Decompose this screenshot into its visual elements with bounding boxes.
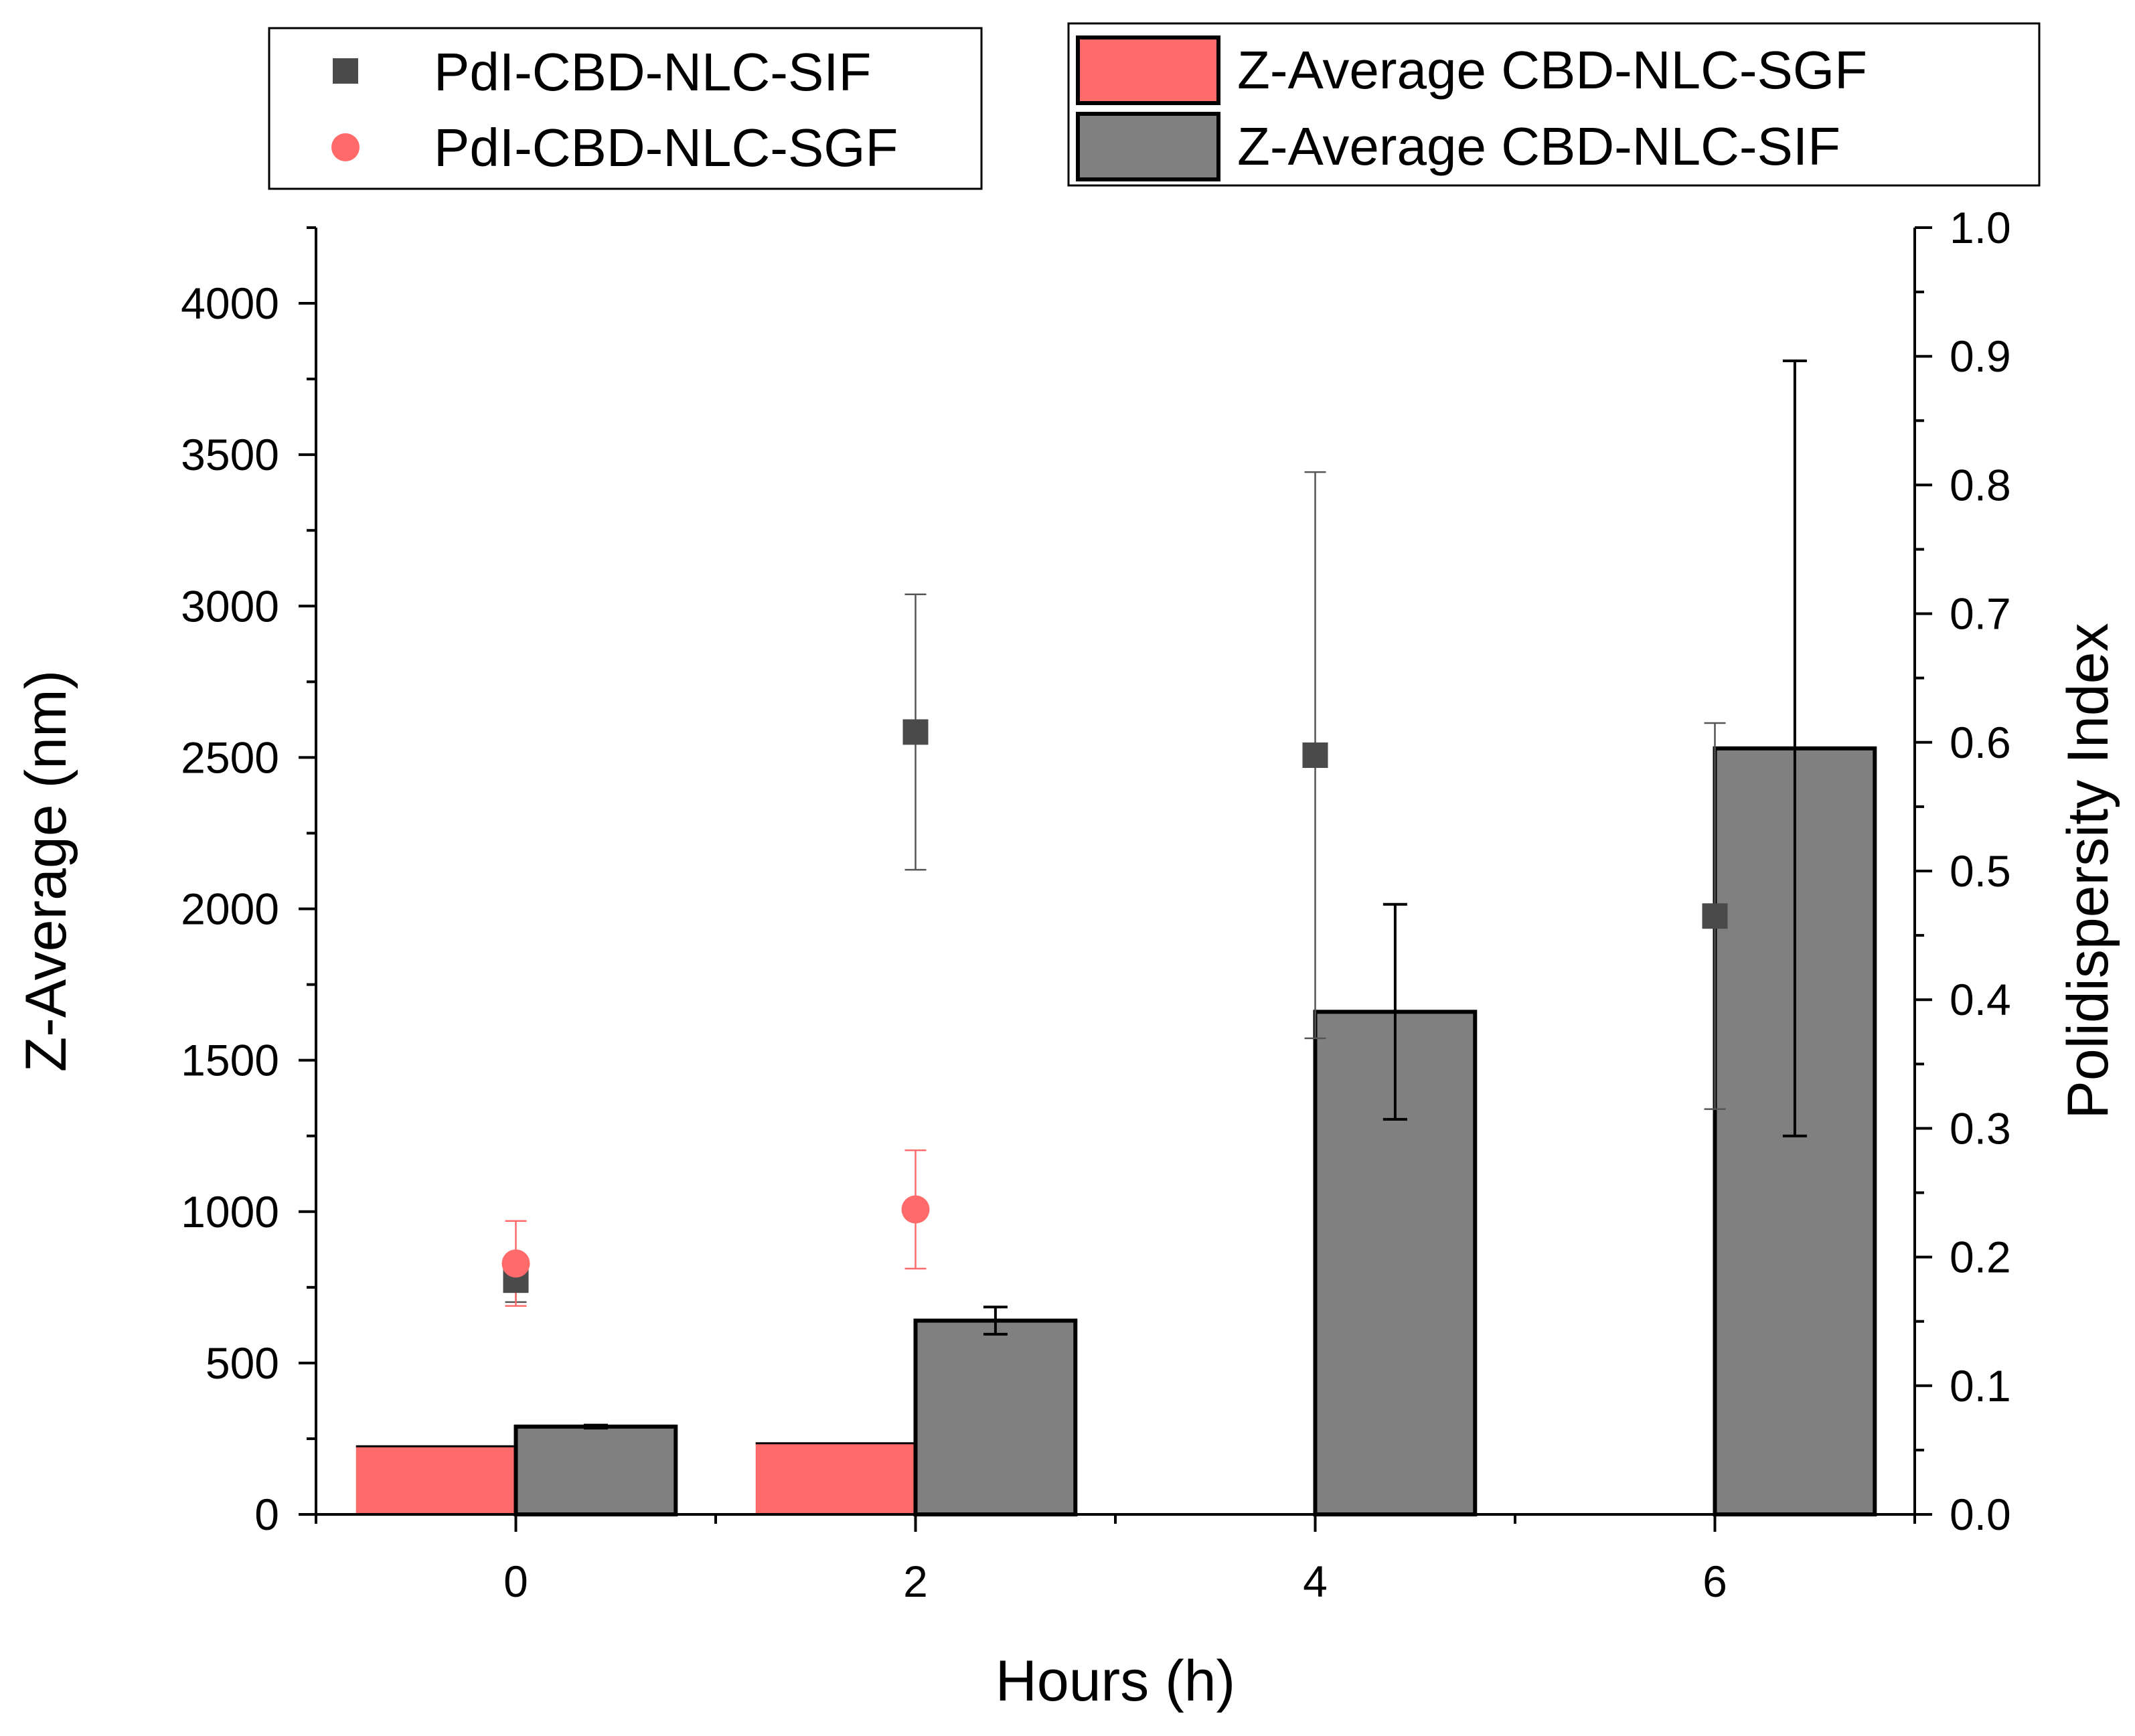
y-tick-label: 3500: [181, 430, 279, 479]
points-layer: [501, 719, 1728, 1293]
y2-tick-label: 0.6: [1950, 718, 2011, 767]
bars-layer: [355, 746, 1877, 1517]
y-tick-label: 0: [254, 1490, 279, 1539]
legend-swatch-sif: [1076, 112, 1220, 181]
legend-pdi: PdI-CBD-NLC-SIF PdI-CBD-NLC-SGF: [268, 27, 983, 190]
x-tick-label: 0: [503, 1557, 528, 1606]
legend-z-average: Z-Average CBD-NLC-SGF Z-Average CBD-NLC-…: [1067, 22, 2041, 187]
legend-swatch-sgf: [1076, 35, 1220, 105]
x-tick-label: 4: [1303, 1557, 1328, 1606]
legend-square-marker: [333, 58, 358, 84]
scatter-errors-layer: [505, 471, 1726, 1307]
legend-entry-z-sif: Z-Average CBD-NLC-SIF: [1237, 116, 1840, 176]
pdi-sif-point: [1302, 742, 1328, 769]
y2-tick-label: 0.2: [1950, 1233, 2011, 1282]
y2-axis-title: Polidispersity Index: [2056, 623, 2120, 1119]
pdi-sgf-point: [901, 1195, 930, 1224]
y2-tick-label: 0.1: [1950, 1361, 2011, 1411]
y2-tick-label: 1.0: [1950, 203, 2011, 252]
pdi-sgf-point: [501, 1249, 530, 1278]
pdi-sif-point: [1702, 903, 1728, 929]
legend-z-average-frame: [1067, 22, 2041, 187]
bar-sgf: [755, 1443, 916, 1514]
y-tick-label: 500: [206, 1338, 279, 1388]
y-tick-label: 1500: [181, 1036, 279, 1085]
bar-sgf: [355, 1446, 516, 1514]
y2-tick-label: 0.0: [1950, 1490, 2011, 1539]
y2-tick-label: 0.3: [1950, 1103, 2011, 1153]
bar-sif: [913, 1318, 1078, 1517]
ticks-layer: 0 500 1000 1500 2000 2500 3000 3500 4000 0.0 0.1 0.…: [181, 203, 2011, 1606]
x-tick-label: 2: [903, 1557, 928, 1606]
y-tick-label: 2000: [181, 884, 279, 934]
y-tick-label: 2500: [181, 732, 279, 782]
bar-sif: [513, 1424, 678, 1517]
axes-layer: [315, 228, 1916, 1516]
y-tick-label: 3000: [181, 581, 279, 631]
legend-entry-pdi-sif: PdI-CBD-NLC-SIF: [434, 42, 871, 102]
legend-circle-marker: [331, 133, 360, 161]
pdi-sif-point: [902, 719, 929, 745]
y2-tick-label: 0.7: [1950, 589, 2011, 639]
x-tick-label: 6: [1703, 1557, 1727, 1606]
y2-tick-label: 0.5: [1950, 846, 2011, 896]
y2-tick-label: 0.4: [1950, 975, 2011, 1024]
legend-entry-z-sgf: Z-Average CBD-NLC-SGF: [1237, 40, 1867, 100]
bar-errors-layer: [583, 359, 1807, 1430]
y-axis-title: Z-Average (nm): [14, 670, 78, 1073]
y-tick-label: 1000: [181, 1187, 279, 1237]
legend-pdi-frame: [268, 27, 983, 190]
legend-entry-pdi-sgf: PdI-CBD-NLC-SGF: [434, 118, 898, 177]
y2-tick-label: 0.8: [1950, 460, 2011, 509]
x-axis-title: Hours (h): [996, 1649, 1235, 1713]
y2-tick-label: 0.9: [1950, 331, 2011, 381]
y-tick-label: 4000: [181, 279, 279, 328]
